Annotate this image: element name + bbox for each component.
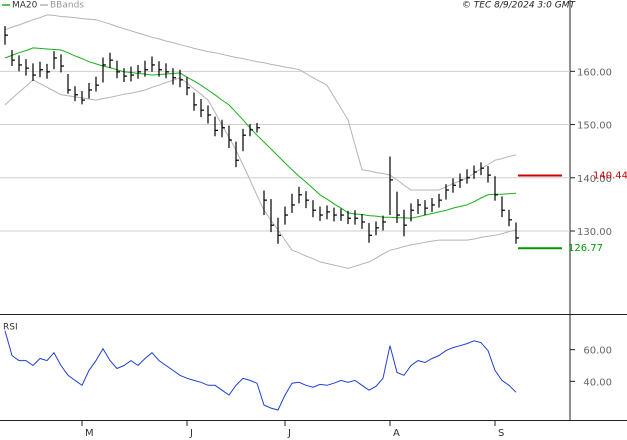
band-line [4, 14, 517, 191]
x-tick-label: S [498, 428, 504, 439]
y-tick-label: 60.00 [583, 346, 612, 357]
x-tick-label: M [85, 428, 94, 439]
x-tick-label: J [189, 428, 193, 439]
legend-label: BBands [50, 1, 84, 11]
copyright: © TEC 8/9/2024 3:0 GMT [462, 1, 577, 11]
y-tick-label: 140.00 [577, 174, 612, 185]
band-line [4, 77, 517, 269]
y-tick-label: 160.00 [577, 67, 612, 78]
y-tick-label: 130.00 [577, 227, 612, 238]
panel-title: RSI [3, 323, 18, 333]
price-level-label: 126.77 [568, 243, 603, 254]
y-tick-label: 150.00 [577, 121, 612, 132]
legend-label: MA20 [12, 1, 38, 11]
rsi-line [4, 330, 517, 411]
ma-line [4, 47, 517, 219]
price-level-label: 140.44 [593, 170, 627, 181]
x-tick-label: A [393, 428, 400, 439]
x-tick-label: J [287, 428, 291, 439]
y-tick-label: 40.00 [583, 377, 612, 388]
